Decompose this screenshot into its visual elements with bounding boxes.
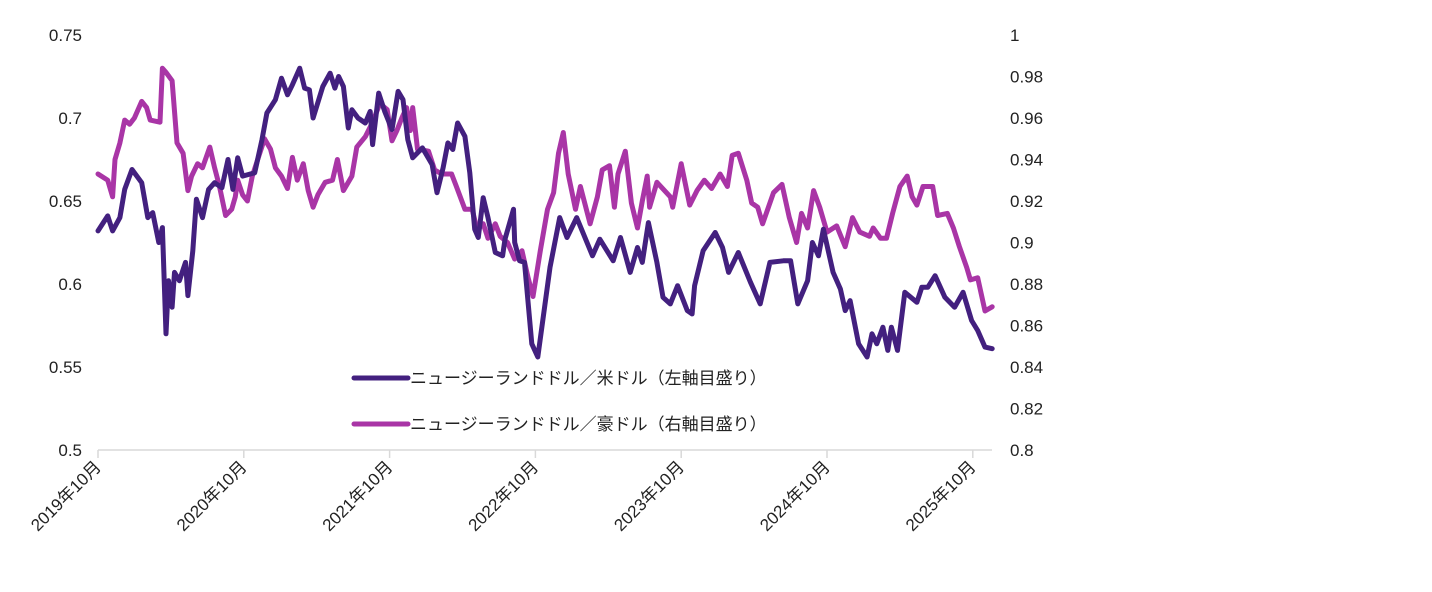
x-tick-label: 2022年10月 [465,457,543,535]
legend-item-nzd-aud: ニュージーランドドル／豪ドル（右軸目盛り） [351,414,767,435]
x-axis-ticks: 2019年10月 2020年10月 2021年10月 2022年10月 2023年10月… [27,450,980,535]
x-tick-label: 2021年10月 [319,457,397,535]
right-tick-label: 1 [1010,26,1019,45]
right-tick-label: 0.82 [1010,400,1043,419]
x-tick-label: 2019年10月 [27,457,105,535]
x-tick-label: 2020年10月 [173,457,251,535]
right-tick-label: 0.94 [1010,151,1043,170]
legend-label-nzd-aud: ニュージーランドドル／豪ドル（右軸目盛り） [410,414,767,435]
right-tick-label: 0.9 [1010,234,1034,253]
right-tick-label: 0.86 [1010,317,1043,336]
left-tick-label: 0.65 [49,192,82,211]
series-line-nzd-aud [95,65,995,314]
right-tick-label: 0.84 [1010,358,1043,377]
right-tick-label: 0.88 [1010,275,1043,294]
right-tick-label: 0.96 [1010,109,1043,128]
right-tick-label: 0.8 [1010,441,1034,460]
right-tick-label: 0.98 [1010,68,1043,87]
left-tick-label: 0.55 [49,358,82,377]
series-line-nzd-usd [95,65,995,360]
series-lines [95,65,995,360]
right-tick-label: 0.92 [1010,192,1043,211]
left-tick-label: 0.6 [58,275,82,294]
left-tick-label: 0.7 [58,109,82,128]
legend: ニュージーランドドル／米ドル（左軸目盛り） ニュージーランドドル／豪ドル（右軸目… [351,369,767,435]
left-axis-ticks: 0.5 0.55 0.6 0.65 0.7 0.75 [49,26,82,460]
right-axis-ticks: 0.8 0.82 0.84 0.86 0.88 0.9 0.92 0.94 0.96 0.98 1 [1010,26,1043,460]
legend-label-nzd-usd: ニュージーランドドル／米ドル（左軸目盛り） [410,369,767,389]
left-tick-label: 0.75 [49,26,82,45]
legend-item-nzd-usd: ニュージーランドドル／米ドル（左軸目盛り） [351,369,767,389]
x-tick-label: 2025年10月 [902,457,980,535]
left-tick-label: 0.5 [58,441,82,460]
x-tick-label: 2023年10月 [610,457,688,535]
x-tick-label: 2024年10月 [756,457,834,535]
